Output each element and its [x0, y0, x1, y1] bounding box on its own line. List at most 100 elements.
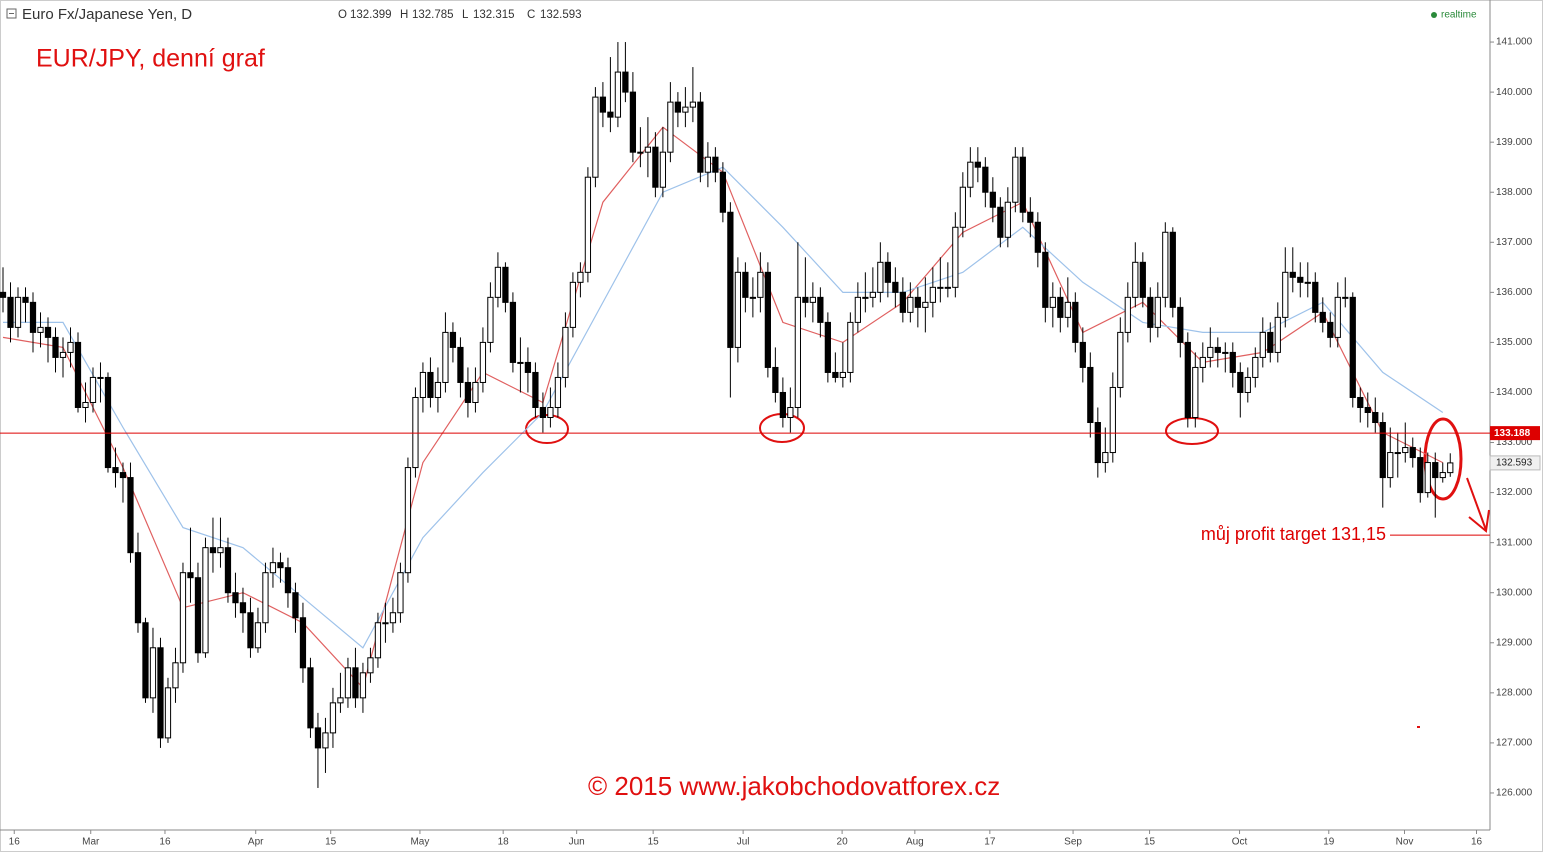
candle-body — [974, 161, 981, 168]
candle-body — [637, 151, 644, 154]
candle-body — [607, 111, 614, 118]
candle-body — [719, 171, 727, 213]
candle-body — [779, 391, 786, 419]
candle-body — [1372, 411, 1379, 424]
candle-body — [577, 271, 584, 283]
candle-body — [434, 381, 442, 398]
candle-body — [817, 296, 824, 323]
candle-body — [727, 211, 734, 348]
y-tick-label: 137.000 — [1496, 237, 1533, 248]
candle-body — [352, 667, 359, 699]
candle-body — [157, 647, 164, 739]
candle-body — [532, 371, 539, 408]
candle-body — [427, 371, 434, 398]
candle-body — [1319, 311, 1326, 323]
y-tick-label: 127.000 — [1496, 738, 1533, 749]
ohlc-value: 132.785 — [412, 9, 454, 21]
candle-body — [1274, 316, 1281, 353]
candle-body — [614, 71, 622, 118]
candle-body — [1327, 321, 1334, 338]
candle-body — [1379, 422, 1386, 479]
candle-body — [1402, 447, 1409, 454]
candle-body — [202, 547, 209, 654]
level-tag — [1490, 426, 1540, 441]
candle-body — [1432, 462, 1439, 479]
candle-body — [1252, 356, 1259, 378]
candle-body — [982, 166, 989, 193]
candle-body — [1132, 261, 1139, 298]
candle-body — [959, 186, 966, 228]
arrow-head — [1468, 509, 1490, 533]
candle-body — [1229, 351, 1236, 373]
candle-body — [142, 622, 149, 699]
candle-body — [29, 301, 37, 333]
candle-body — [1304, 281, 1311, 284]
candle-body — [1184, 341, 1191, 419]
candle-body — [502, 266, 509, 303]
candle-body — [337, 697, 344, 704]
candle-body — [884, 261, 891, 283]
candle-body — [382, 622, 389, 625]
candle-body — [599, 96, 607, 113]
dot — [1417, 726, 1420, 728]
candle-body — [1049, 296, 1056, 308]
ohlc-key: C — [527, 9, 535, 21]
candle-body — [1297, 276, 1304, 283]
collapse-icon[interactable] — [6, 8, 17, 19]
candle-body — [1139, 261, 1146, 298]
candle-body — [1034, 221, 1041, 253]
candle-body — [1124, 296, 1131, 333]
candle-body — [359, 672, 367, 699]
y-tick-label: 139.000 — [1496, 137, 1533, 148]
candle-body — [299, 617, 307, 669]
candle-body — [1394, 452, 1401, 455]
candle-body — [1222, 351, 1229, 354]
candle-body — [1409, 447, 1416, 459]
y-tick-label: 134.000 — [1496, 387, 1533, 398]
candle-body — [44, 326, 52, 338]
level-tag-label: 133.188 — [1494, 428, 1531, 439]
candle-body — [67, 341, 74, 353]
candle-body — [74, 341, 82, 408]
candle-body — [1162, 231, 1169, 298]
candle-body — [1057, 296, 1064, 318]
x-tick-label: 16 — [159, 837, 171, 848]
x-tick-label: Jun — [569, 837, 585, 848]
candle-body — [314, 727, 322, 749]
x-tick-label: 17 — [984, 837, 996, 848]
candle-body — [824, 321, 831, 373]
candle-body — [997, 206, 1004, 238]
candle-body — [682, 106, 689, 113]
candle-body — [464, 381, 472, 403]
ohlc-key: L — [462, 9, 469, 21]
candle-body — [322, 732, 329, 749]
x-tick-label: 19 — [1323, 837, 1335, 848]
candle-body — [292, 592, 299, 619]
candle-body — [1072, 301, 1079, 343]
candle-body — [1417, 457, 1424, 494]
candle-body — [172, 662, 179, 689]
candle-body — [1147, 296, 1154, 328]
candle-body — [839, 371, 846, 378]
candle-body — [277, 562, 284, 569]
candle-body — [1214, 346, 1221, 353]
candle-body — [1064, 301, 1071, 318]
candle-body — [479, 341, 487, 383]
candle-body — [449, 331, 457, 348]
status: realtime — [1441, 10, 1477, 21]
candle-body — [134, 552, 142, 624]
candle-body — [1199, 356, 1206, 368]
candle-body — [1259, 331, 1266, 358]
candle-body — [659, 151, 667, 188]
x-tick-label: 15 — [648, 837, 660, 848]
candle-body — [59, 351, 67, 358]
candle-body — [734, 271, 742, 348]
candle-body — [1154, 296, 1161, 328]
candle-body — [217, 547, 224, 554]
y-tick-label: 133.000 — [1496, 437, 1533, 448]
candle-body — [622, 71, 629, 93]
candle-body — [1012, 156, 1019, 203]
candle-body — [832, 371, 839, 378]
x-tick-label: Apr — [248, 837, 264, 848]
